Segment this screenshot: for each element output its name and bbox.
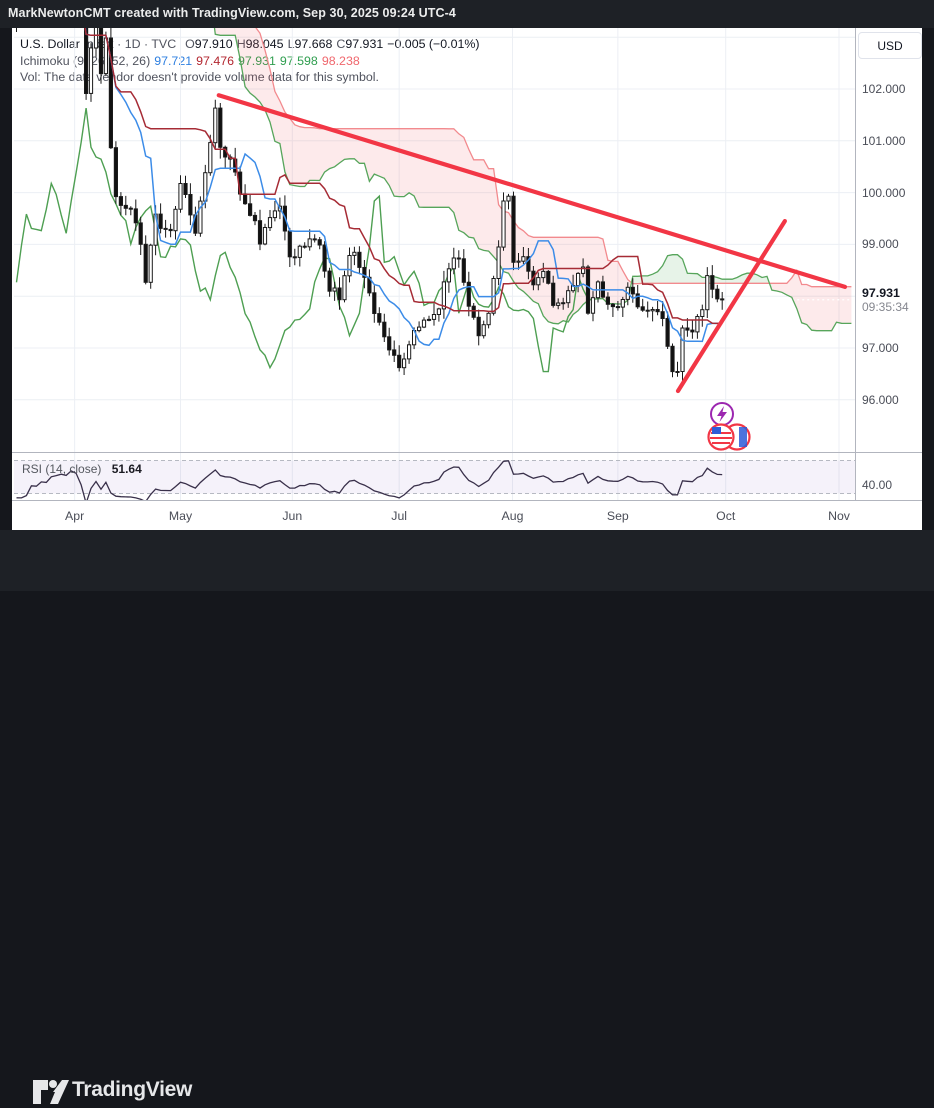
senkou-span-b-line[interactable]	[190, 28, 852, 288]
tradingview-wordmark: TradingView	[72, 1078, 193, 1101]
month-label: Apr	[65, 509, 85, 523]
month-label: Oct	[716, 509, 736, 523]
month-label: Jul	[391, 509, 408, 523]
price-tick: 97.000	[862, 341, 899, 355]
ichimoku-tenkan-value: 97.721	[154, 53, 193, 68]
price-tick: 100.000	[862, 185, 906, 200]
rsi-legend-row[interactable]: RSI (14, close) 51.64	[22, 462, 142, 476]
attribution-text: MarkNewtonCMT created with TradingView.c…	[8, 6, 456, 20]
change-value: −0.005 (−0.01%)	[387, 37, 480, 51]
footer-bar: TradingView	[0, 530, 934, 1104]
lightning-icon[interactable]	[710, 402, 734, 426]
last-price-label: 97.931 09:35:34	[862, 286, 909, 314]
month-label: Sep	[606, 509, 629, 523]
rsi-value: 51.64	[111, 462, 142, 476]
ichimoku-title: Ichimoku	[20, 53, 70, 68]
symbol-legend-row[interactable]: U.S. Dollar Index · 1D · TVCO97.910H98.0…	[20, 37, 480, 51]
tenkan-sen-line[interactable]	[17, 28, 723, 347]
ohlc-low: L97.668	[287, 37, 333, 51]
exchange-label: TVC	[151, 37, 177, 51]
pane-borders	[12, 28, 922, 501]
month-label: Nov	[828, 509, 850, 523]
price-tick: 101.000	[862, 133, 906, 148]
trend-line-up[interactable]	[675, 218, 787, 394]
rsi-axis-tick: 40.00	[862, 478, 893, 493]
month-label: Aug	[501, 509, 524, 523]
price-tick: 96.000	[862, 392, 899, 407]
rsi-title: RSI	[22, 462, 43, 476]
currency-button[interactable]: USD	[858, 32, 922, 59]
price-tick: 99.000	[862, 237, 899, 252]
rsi-band	[14, 460, 855, 494]
ichimoku-kijun-value: 97.476	[196, 53, 235, 68]
ichimoku-span-b-value: 98.238	[321, 53, 360, 68]
ohlc-close: C97.931	[336, 37, 384, 51]
bar-countdown: 09:35:34	[862, 299, 909, 314]
month-label: May	[168, 509, 193, 523]
interval-label: 1D	[124, 37, 141, 51]
tradingview-logo-icon	[33, 1080, 69, 1104]
ohlc-high: H98.045	[237, 37, 284, 51]
rsi-params: (14, close)	[45, 462, 102, 476]
price-chart[interactable]	[12, 28, 922, 530]
last-price-value: 97.931	[862, 285, 900, 300]
trend-line-down[interactable]	[216, 93, 848, 289]
ichimoku-cloud	[214, 28, 852, 331]
ichimoku-span-a-value: 97.598	[279, 53, 318, 68]
chikou-span-line[interactable]	[15, 107, 594, 373]
candlestick-series[interactable]	[15, 28, 725, 382]
kijun-sen-line[interactable]	[17, 28, 723, 325]
month-label: Jun	[282, 509, 303, 523]
rsi-line[interactable]	[16, 460, 723, 503]
attribution-bar: MarkNewtonCMT created with TradingView.c…	[0, 0, 934, 28]
chart-panel: U.S. Dollar Index · 1D · TVCO97.910H98.0…	[12, 28, 922, 530]
us-flag-coins-icon[interactable]	[707, 423, 751, 451]
senkou-span-a-line[interactable]	[190, 28, 852, 332]
price-tick: 102.000	[862, 82, 906, 96]
grid-lines	[14, 28, 855, 500]
ohlc-open: O97.910	[185, 37, 233, 51]
